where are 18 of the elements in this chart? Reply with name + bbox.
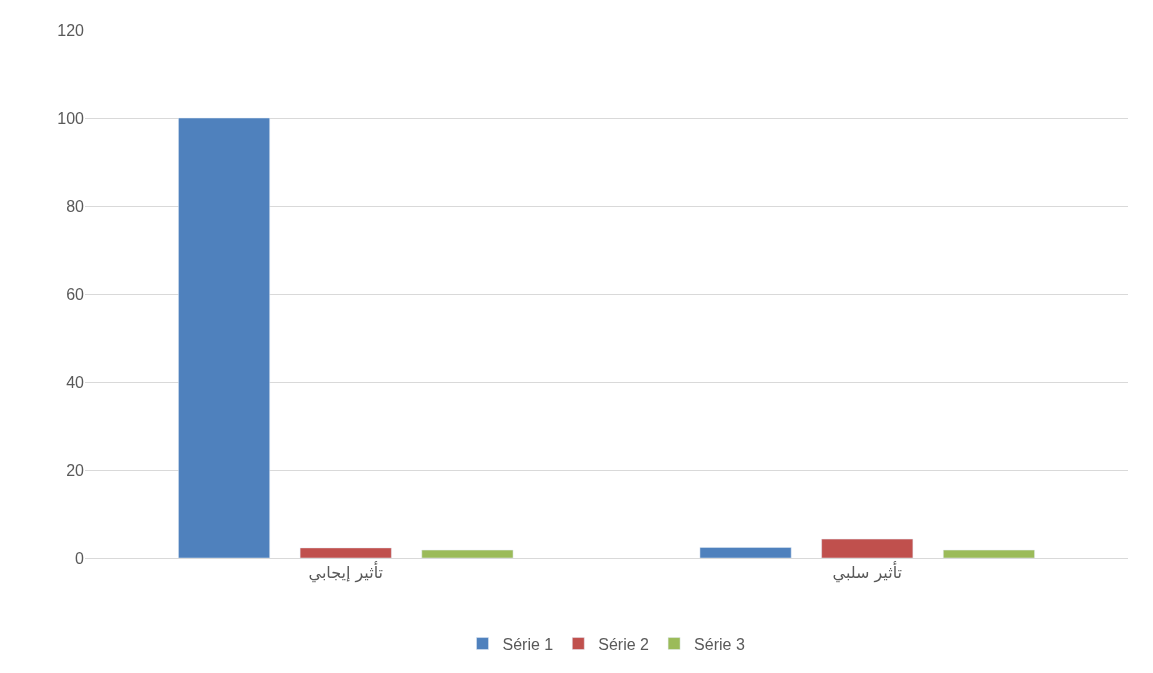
- y-tick-label: 20: [66, 461, 85, 479]
- legend-label: Série 3: [694, 635, 745, 653]
- y-tick-label: 100: [57, 109, 85, 127]
- y-tick-label: 120: [57, 21, 85, 39]
- bar: [299, 547, 392, 558]
- bar: [421, 549, 514, 558]
- bar: [699, 547, 792, 558]
- y-tick-label: 60: [66, 285, 85, 303]
- y-tick-label: 0: [75, 549, 85, 567]
- y-tick-label: 80: [66, 197, 85, 215]
- x-tick-label: تأثير سلبي: [832, 561, 902, 584]
- legend-label: Série 1: [502, 635, 554, 653]
- bar: [178, 117, 270, 558]
- y-tick-label: 40: [66, 373, 85, 391]
- x-tick-label: تأثير إيجابي: [308, 561, 383, 584]
- bar: [943, 549, 1035, 558]
- bar: [821, 538, 914, 558]
- legend-label: Série 2: [598, 635, 650, 653]
